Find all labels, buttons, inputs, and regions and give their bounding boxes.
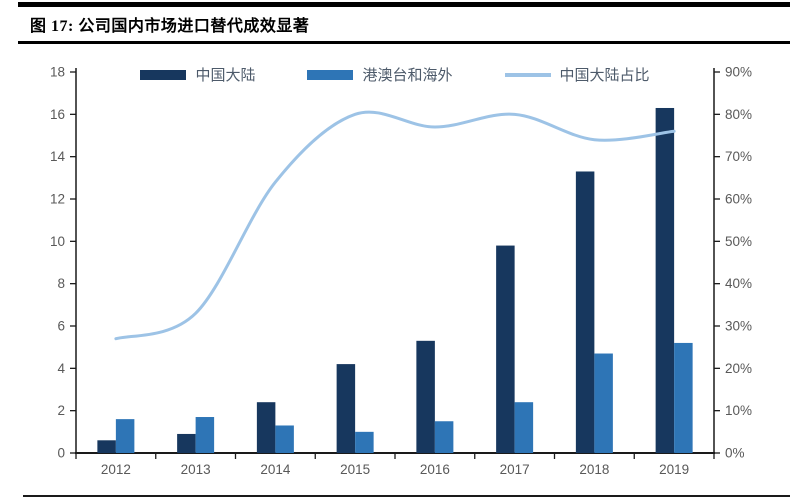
right-axis-tick-label: 90% bbox=[725, 65, 752, 80]
bar-mainland-2012 bbox=[97, 440, 116, 453]
bar-mainland-2014 bbox=[256, 402, 276, 453]
chart-legend: 中国大陆 港澳台和海外 中国大陆占比 bbox=[76, 64, 714, 85]
x-axis-category-label: 2018 bbox=[579, 462, 609, 477]
left-axis-tick-label: 12 bbox=[50, 192, 65, 207]
right-axis-tick-label: 70% bbox=[725, 149, 752, 164]
mainland-bar-swatch-icon bbox=[140, 69, 187, 80]
right-axis-tick-label: 30% bbox=[725, 319, 752, 334]
x-axis-category-label: 2016 bbox=[420, 462, 450, 477]
bar-overseas-2013 bbox=[195, 417, 215, 453]
figure-title: 图 17: 公司国内市场进口替代成效显著 bbox=[30, 18, 310, 35]
combo-chart: 0 2 4 6 8 10 12 14 16 18 0% 10% 20% 30% 40% 50% 60% 70% 80… bbox=[50, 65, 752, 478]
bar-overseas-2016 bbox=[434, 421, 454, 453]
x-axis-category-label: 2017 bbox=[500, 462, 530, 477]
legend-item-share: 中国大陆占比 bbox=[504, 64, 650, 85]
left-axis-tick-label: 16 bbox=[50, 107, 65, 122]
bar-mainland-2016 bbox=[416, 340, 435, 453]
bar-overseas-2019 bbox=[674, 342, 693, 453]
legend-item-overseas: 港澳台和海外 bbox=[307, 64, 453, 85]
left-axis-tick-label: 8 bbox=[57, 276, 65, 291]
bar-overseas-2018 bbox=[594, 353, 613, 453]
right-axis-tick-label: 60% bbox=[725, 192, 752, 207]
right-axis-tick-label: 40% bbox=[725, 276, 752, 291]
share-line-swatch-icon bbox=[504, 72, 551, 77]
legend-item-mainland: 中国大陆 bbox=[140, 64, 255, 85]
bar-mainland-2018 bbox=[575, 171, 595, 453]
left-axis-tick-label: 18 bbox=[50, 65, 65, 80]
bar-mainland-2015 bbox=[336, 364, 356, 453]
left-axis-tick-label: 6 bbox=[57, 319, 65, 334]
bar-mainland-2017 bbox=[496, 245, 515, 453]
x-axis-category-label: 2012 bbox=[101, 462, 131, 477]
bottom-rule bbox=[23, 495, 790, 497]
legend-label-mainland: 中国大陆 bbox=[195, 68, 256, 84]
right-axis-tick-label: 10% bbox=[725, 403, 752, 418]
left-axis-tick-label: 10 bbox=[50, 234, 65, 249]
right-axis-tick-label: 0% bbox=[725, 446, 745, 461]
left-axis-tick-label: 2 bbox=[57, 403, 65, 418]
bar-overseas-2014 bbox=[275, 425, 294, 453]
left-axis-tick-label: 4 bbox=[57, 361, 65, 376]
x-axis-category-label: 2019 bbox=[659, 462, 689, 477]
right-axis-tick-label: 20% bbox=[725, 361, 752, 376]
right-axis-tick-label: 80% bbox=[725, 107, 752, 122]
legend-label-share: 中国大陆占比 bbox=[559, 68, 650, 84]
bar-mainland-2019 bbox=[655, 107, 675, 453]
top-rule bbox=[18, 2, 790, 7]
bar-mainland-2013 bbox=[177, 433, 196, 453]
left-axis-tick-label: 14 bbox=[50, 149, 66, 164]
x-axis-category-label: 2013 bbox=[181, 462, 211, 477]
overseas-bar-swatch-icon bbox=[307, 69, 354, 80]
right-axis-tick-label: 50% bbox=[725, 234, 752, 249]
bar-overseas-2012 bbox=[115, 419, 135, 453]
title-underline bbox=[18, 41, 790, 44]
bar-overseas-2017 bbox=[514, 402, 534, 453]
x-axis-category-label: 2015 bbox=[340, 462, 370, 477]
legend-label-overseas: 港澳台和海外 bbox=[362, 68, 453, 84]
mainland-share-line bbox=[114, 110, 676, 341]
bar-overseas-2015 bbox=[355, 431, 374, 453]
left-axis-tick-label: 0 bbox=[57, 446, 65, 461]
x-axis-category-label: 2014 bbox=[260, 462, 291, 477]
